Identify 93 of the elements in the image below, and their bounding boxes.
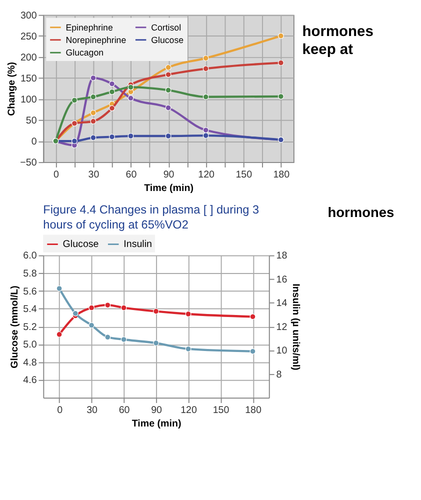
point: [278, 93, 284, 100]
y2-axis-title: Insulin (µ units/ml): [290, 284, 302, 370]
point: [88, 304, 95, 311]
y-tick-label: 5.6: [23, 286, 38, 298]
caption: Figure 4.4 Changes in plasma [ ] during 3 hours of cycling at 65%VO2: [43, 204, 260, 232]
x-tick-label: 120: [198, 169, 216, 180]
point: [165, 87, 172, 94]
point: [72, 310, 78, 316]
legend-label: Cortisol: [151, 22, 182, 32]
legend-label: Norepinephrine: [66, 34, 126, 45]
y2-tick-label: 18: [276, 250, 288, 262]
legend-label: Glucagon: [66, 48, 104, 58]
point: [90, 74, 96, 81]
x-axis-title: Time (min): [144, 183, 194, 194]
point: [88, 322, 95, 328]
point: [153, 340, 160, 346]
y-tick-label: −50: [20, 158, 38, 169]
legend-label: Epinephrine: [66, 22, 113, 32]
point: [165, 104, 172, 111]
y-axis-title: Glucose (mmol/L): [9, 286, 20, 368]
point: [165, 72, 172, 78]
point: [109, 105, 115, 112]
x-tick-label: 90: [163, 169, 175, 180]
point: [90, 118, 96, 124]
point: [71, 138, 78, 144]
x-tick-label: 0: [57, 404, 64, 416]
y-tick-label: 300: [20, 10, 38, 22]
point: [90, 94, 96, 100]
y-tick-label: 150: [20, 73, 38, 84]
point: [202, 55, 209, 62]
x-tick-label: 30: [86, 404, 98, 416]
point: [165, 133, 172, 139]
legend-label: Glucose: [62, 239, 100, 250]
point: [165, 64, 172, 70]
point: [104, 334, 111, 340]
y2-tick-label: 8: [276, 369, 282, 380]
y-tick-label: 5.4: [23, 304, 38, 316]
point: [90, 110, 96, 116]
point: [202, 132, 209, 139]
x-tick-label: 180: [245, 404, 262, 416]
y2-tick-label: 12: [276, 322, 288, 333]
x-tick-label: 180: [273, 169, 290, 180]
x-axis-title: Time (min): [132, 418, 182, 430]
point: [120, 336, 127, 342]
point: [202, 94, 209, 100]
y-tick-label: 0: [31, 136, 38, 148]
point: [109, 88, 115, 95]
point: [104, 302, 111, 308]
x-tick-label: 150: [212, 404, 230, 416]
y-tick-label: 5.0: [23, 340, 38, 351]
y-tick-label: 5.8: [23, 268, 38, 280]
point: [278, 32, 284, 39]
point: [128, 84, 134, 90]
point: [56, 286, 62, 292]
y-tick-label: 6.0: [23, 250, 38, 262]
y-tick-label: 100: [20, 94, 38, 106]
point: [109, 80, 115, 87]
legend-label: Glucose: [151, 34, 184, 45]
point: [278, 60, 284, 66]
point: [90, 134, 96, 141]
point: [128, 133, 134, 139]
point: [153, 308, 160, 314]
point: [128, 95, 134, 102]
point: [120, 304, 127, 311]
y2-tick-label: 14: [276, 298, 288, 310]
x-tick-label: 150: [236, 169, 253, 180]
point: [71, 97, 78, 104]
y-tick-label: 50: [26, 115, 38, 126]
point: [56, 331, 62, 338]
point: [250, 348, 256, 354]
point: [202, 66, 209, 72]
x-tick-label: 30: [88, 169, 100, 180]
x-tick-label: 60: [126, 169, 138, 180]
y-tick-label: 4.6: [23, 375, 38, 386]
y-axis-title: Change (%): [6, 62, 18, 116]
y2-tick-label: 10: [276, 346, 288, 357]
point: [185, 311, 192, 317]
point: [250, 314, 256, 320]
y-tick-label: 5.2: [23, 322, 37, 333]
legend-label: Insulin: [124, 239, 152, 250]
point: [185, 346, 192, 352]
text: hormones keep at: [302, 24, 374, 58]
point: [202, 127, 209, 134]
text: hormones: [328, 204, 394, 220]
y-tick-label: 200: [20, 52, 38, 64]
y-tick-label: 4.8: [23, 357, 38, 368]
point: [109, 134, 115, 140]
y2-tick-label: 16: [276, 274, 288, 286]
x-tick-label: 120: [180, 404, 198, 416]
x-tick-label: 60: [118, 404, 130, 416]
x-tick-label: 90: [151, 404, 163, 416]
x-tick-label: 0: [53, 169, 60, 180]
y-tick-label: 250: [20, 31, 38, 42]
